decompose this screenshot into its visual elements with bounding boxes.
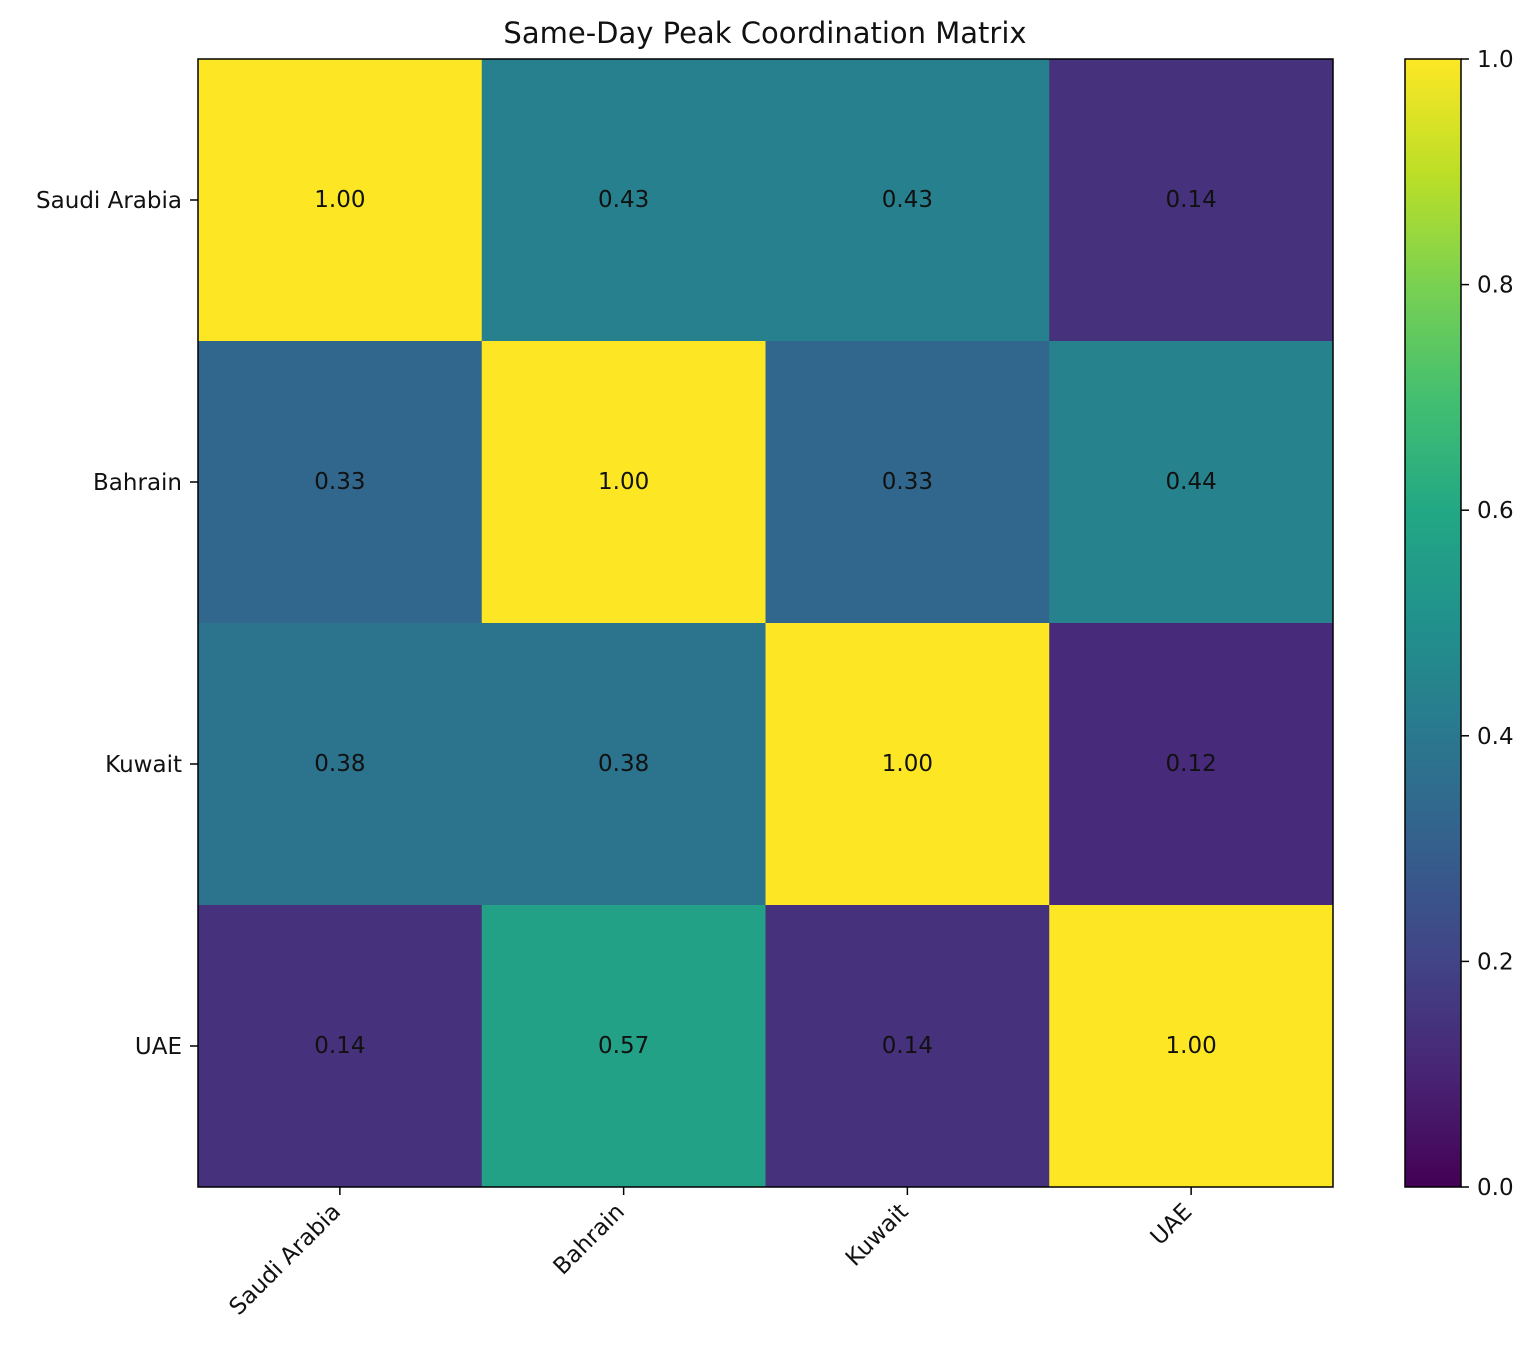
heatmap-cell	[198, 341, 483, 624]
heatmap-cell	[198, 905, 483, 1188]
cell-value-label: 0.43	[598, 187, 649, 213]
cell-value-label: 1.00	[314, 187, 365, 213]
y-tick-label: Bahrain	[93, 470, 182, 496]
colorbar-tick-label: 0.2	[1477, 949, 1514, 975]
x-tick-label: Kuwait	[841, 1199, 914, 1272]
heatmap-cell	[765, 341, 1050, 624]
cell-value-label: 0.33	[314, 469, 365, 495]
cell-value-label: 0.43	[882, 187, 933, 213]
plot-frame	[197, 58, 1334, 1188]
x-tick-label: UAE	[1146, 1199, 1198, 1251]
cell-value-label: 0.44	[1166, 469, 1217, 495]
cell-value-label: 1.00	[1166, 1033, 1217, 1059]
colorbar	[1404, 58, 1462, 1188]
colorbar-tick-label: 1.0	[1477, 47, 1514, 73]
heatmap-cell	[198, 59, 483, 342]
y-tick-label: Saudi Arabia	[36, 188, 182, 214]
cell-value-label: 0.33	[882, 469, 933, 495]
heatmap-cell	[481, 623, 766, 906]
heatmap-cell	[1049, 905, 1334, 1188]
heatmap-cell	[765, 905, 1050, 1188]
y-tick-label: Kuwait	[105, 752, 182, 778]
cell-value-label: 0.57	[598, 1033, 649, 1059]
colorbar-tick-label: 0.6	[1477, 498, 1514, 524]
cell-value-label: 0.12	[1166, 751, 1217, 777]
colorbar-tick-label: 0.8	[1477, 273, 1514, 299]
x-tick-label: Saudi Arabia	[225, 1199, 347, 1321]
cell-value-label: 0.38	[314, 751, 365, 777]
cell-value-label: 0.14	[1166, 187, 1217, 213]
cell-value-label: 0.14	[314, 1033, 365, 1059]
x-tick-label: Bahrain	[549, 1199, 630, 1280]
heatmap-cell	[481, 341, 766, 624]
heatmap-cell	[1049, 341, 1334, 624]
cell-value-label: 1.00	[598, 469, 649, 495]
heatmap-cell	[1049, 623, 1334, 906]
heatmap-cell	[765, 59, 1050, 342]
heatmap-cell	[481, 905, 766, 1188]
colorbar-tick-label: 0.0	[1477, 1175, 1514, 1201]
y-tick-label: UAE	[135, 1034, 182, 1060]
chart-title: Same-Day Peak Coordination Matrix	[503, 16, 1026, 50]
heatmap-cell	[765, 623, 1050, 906]
heatmap-cell	[1049, 59, 1334, 342]
cell-value-label: 0.38	[598, 751, 649, 777]
heatmap-cell	[481, 59, 766, 342]
cell-value-label: 1.00	[882, 751, 933, 777]
cell-value-label: 0.14	[882, 1033, 933, 1059]
colorbar-tick-label: 0.4	[1477, 724, 1514, 750]
heatmap-cell	[198, 623, 483, 906]
